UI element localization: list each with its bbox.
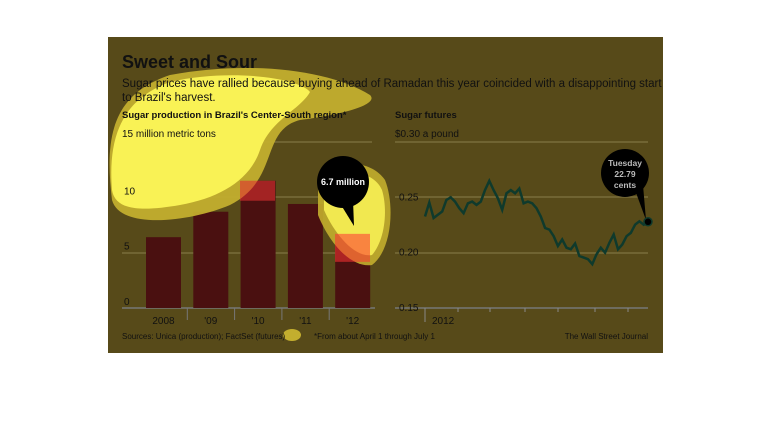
bar-0: [146, 237, 181, 308]
sources-text: Sources: Unica (production); FactSet (fu…: [122, 332, 286, 341]
line-chart-unit: $0.30 a pound: [395, 129, 459, 140]
bar-y-tick-label: 10: [124, 186, 136, 197]
bar-2: [240, 180, 276, 308]
footnote-text: *From about April 1 through July 1: [314, 332, 436, 341]
bar-y-tick-label: 0: [124, 297, 130, 308]
line-x-label: 2012: [432, 316, 455, 327]
bar-1: [193, 211, 229, 308]
highlight-blob-inner: [111, 75, 310, 209]
futures-line: [423, 177, 649, 267]
bar-highlight-tint: [335, 233, 370, 262]
line-callout-value: 22.79: [614, 169, 636, 179]
bar-x-tick-label: '12: [346, 316, 359, 327]
bar-callout: 6.7 million: [317, 156, 369, 226]
bar-y-tick-label: 5: [124, 242, 130, 253]
bar-callout-text: 6.7 million: [321, 177, 365, 187]
line-callout-unit: cents: [614, 180, 636, 190]
line-y-tick-label: 0.20: [399, 248, 419, 259]
line-end-marker: [643, 217, 653, 227]
line-chart-title: Sugar futures: [395, 110, 457, 121]
bar-x-tick-label: '11: [299, 316, 312, 327]
bar-x-tick-label: 2008: [152, 316, 175, 327]
subtitle-line-2: to Brazil's harvest.: [122, 92, 216, 104]
chart-title: Sweet and Sour: [122, 52, 257, 72]
line-y-tick-label: 0.25: [399, 192, 419, 203]
line-callout-day: Tuesday: [608, 158, 642, 168]
line-callout: Tuesday 22.79 cents: [601, 149, 649, 220]
bar-x-tick-label: '10: [252, 316, 265, 327]
bar-x-tick-label: '09: [204, 316, 217, 327]
bar-3: [287, 203, 323, 308]
bar-chart-title: Sugar production in Brazil's Center-Sout…: [122, 110, 347, 121]
highlight-dot: [283, 329, 301, 341]
bar-highlight-tint: [240, 180, 275, 201]
subtitle-line-1: Sugar prices have rallied because buying…: [122, 78, 662, 90]
bar-chart-unit: 15 million metric tons: [122, 129, 216, 140]
line-y-tick-label: 0.15: [399, 303, 419, 314]
credit-text: The Wall Street Journal: [565, 332, 649, 341]
